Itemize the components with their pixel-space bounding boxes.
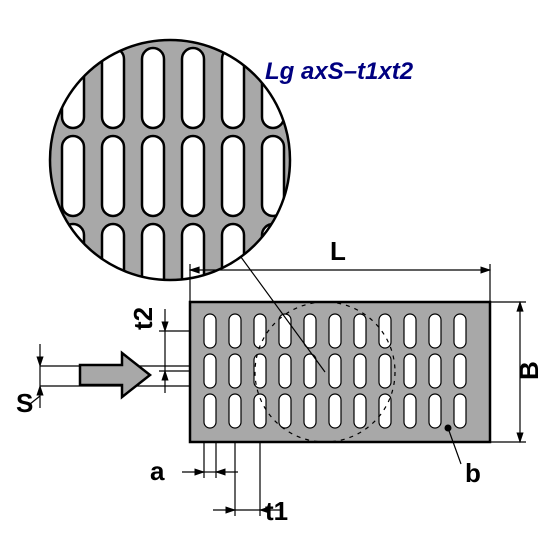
dim-label-t1: t1 [265, 496, 288, 526]
formula-label: Lg axS–t1xt2 [265, 58, 413, 86]
dim-label-L: L [330, 236, 346, 266]
direction-arrow-icon [80, 353, 150, 397]
dim-label-B: B [514, 361, 544, 380]
magnifier-detail [45, 35, 295, 304]
dim-label-a: a [150, 456, 165, 486]
dim-label-S: S [16, 388, 33, 418]
dim-label-t2: t2 [128, 307, 158, 330]
perforated-sheet [190, 302, 490, 442]
dim-label-b: b [465, 458, 481, 488]
